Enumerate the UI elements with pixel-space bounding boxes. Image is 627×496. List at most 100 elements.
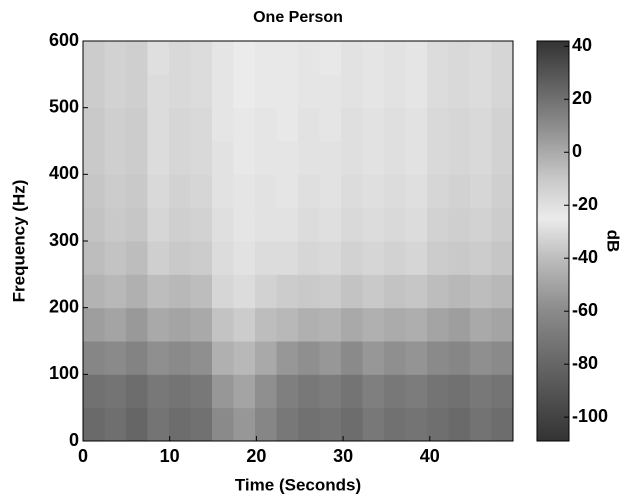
cell [233,341,256,375]
cell [190,141,213,175]
cell [427,374,449,409]
cell [276,274,299,309]
cell [319,341,342,375]
cell [491,207,514,242]
cell [126,107,148,142]
cell [147,274,170,309]
cell [147,374,170,409]
cell [169,207,191,242]
colorbar-tick-label: -80 [572,353,598,373]
cell [427,41,449,75]
cell [491,241,514,275]
y-axis-label: Frequency (Hz) [9,180,28,303]
colorbar-tick-label: 20 [572,88,592,108]
cell [319,374,342,409]
cell [298,74,320,109]
cell [276,107,299,142]
cell [405,307,428,342]
cell [491,41,514,75]
cell [319,207,342,242]
cell [233,207,256,242]
cell [491,307,514,342]
cell [276,374,299,409]
x-tick-label: 0 [78,446,88,466]
cell [276,307,299,342]
cell [104,141,127,175]
cell [147,107,170,142]
cell [448,341,471,375]
cell [448,107,471,142]
colorbar-label: dB [604,230,623,253]
cell [448,74,471,109]
y-tick-label: 400 [49,163,79,183]
cell [83,141,105,175]
cell [83,307,105,342]
cell [362,307,385,342]
y-tick-label: 500 [49,96,79,116]
cell [83,407,105,442]
cell [126,141,148,175]
cell [83,274,105,309]
cell [384,407,406,442]
cell [319,107,342,142]
cell [104,307,127,342]
cell [233,374,256,409]
cell [104,74,127,109]
cell [384,74,406,109]
cell [405,41,428,75]
cell [341,341,363,375]
chart-title: One Person [253,9,343,26]
cell [104,274,127,309]
cell [104,207,127,242]
colorbar-tick-label: -20 [572,194,598,214]
cell [255,141,277,175]
cell [233,307,256,342]
cell [405,374,428,409]
cell [126,174,148,209]
cell [362,207,385,242]
cell [126,241,148,275]
cell [212,241,234,275]
cell [384,307,406,342]
cell [126,341,148,375]
cell [384,274,406,309]
cell [319,241,342,275]
cell [405,141,428,175]
cell [169,141,191,175]
cell [298,174,320,209]
cell [384,174,406,209]
cell [169,174,191,209]
cell [276,207,299,242]
x-tick-label: 40 [420,446,440,466]
cell [341,207,363,242]
cell [427,274,449,309]
cell [298,374,320,409]
x-tick-label: 10 [160,446,180,466]
cell [83,74,105,109]
cell [104,341,127,375]
cell [405,74,428,109]
cell [470,407,492,442]
cell [362,274,385,309]
cell [427,307,449,342]
cell [126,407,148,442]
cell [212,207,234,242]
cell [470,341,492,375]
cell [190,74,213,109]
cell [83,207,105,242]
cell [255,107,277,142]
cell [448,407,471,442]
cell [427,341,449,375]
cell [405,107,428,142]
cell [427,74,449,109]
cell [362,41,385,75]
cell [298,307,320,342]
cell [384,41,406,75]
cell [147,341,170,375]
cell [169,241,191,275]
cell [470,41,492,75]
cell [362,374,385,409]
cell [212,374,234,409]
cell [427,241,449,275]
cell [470,274,492,309]
